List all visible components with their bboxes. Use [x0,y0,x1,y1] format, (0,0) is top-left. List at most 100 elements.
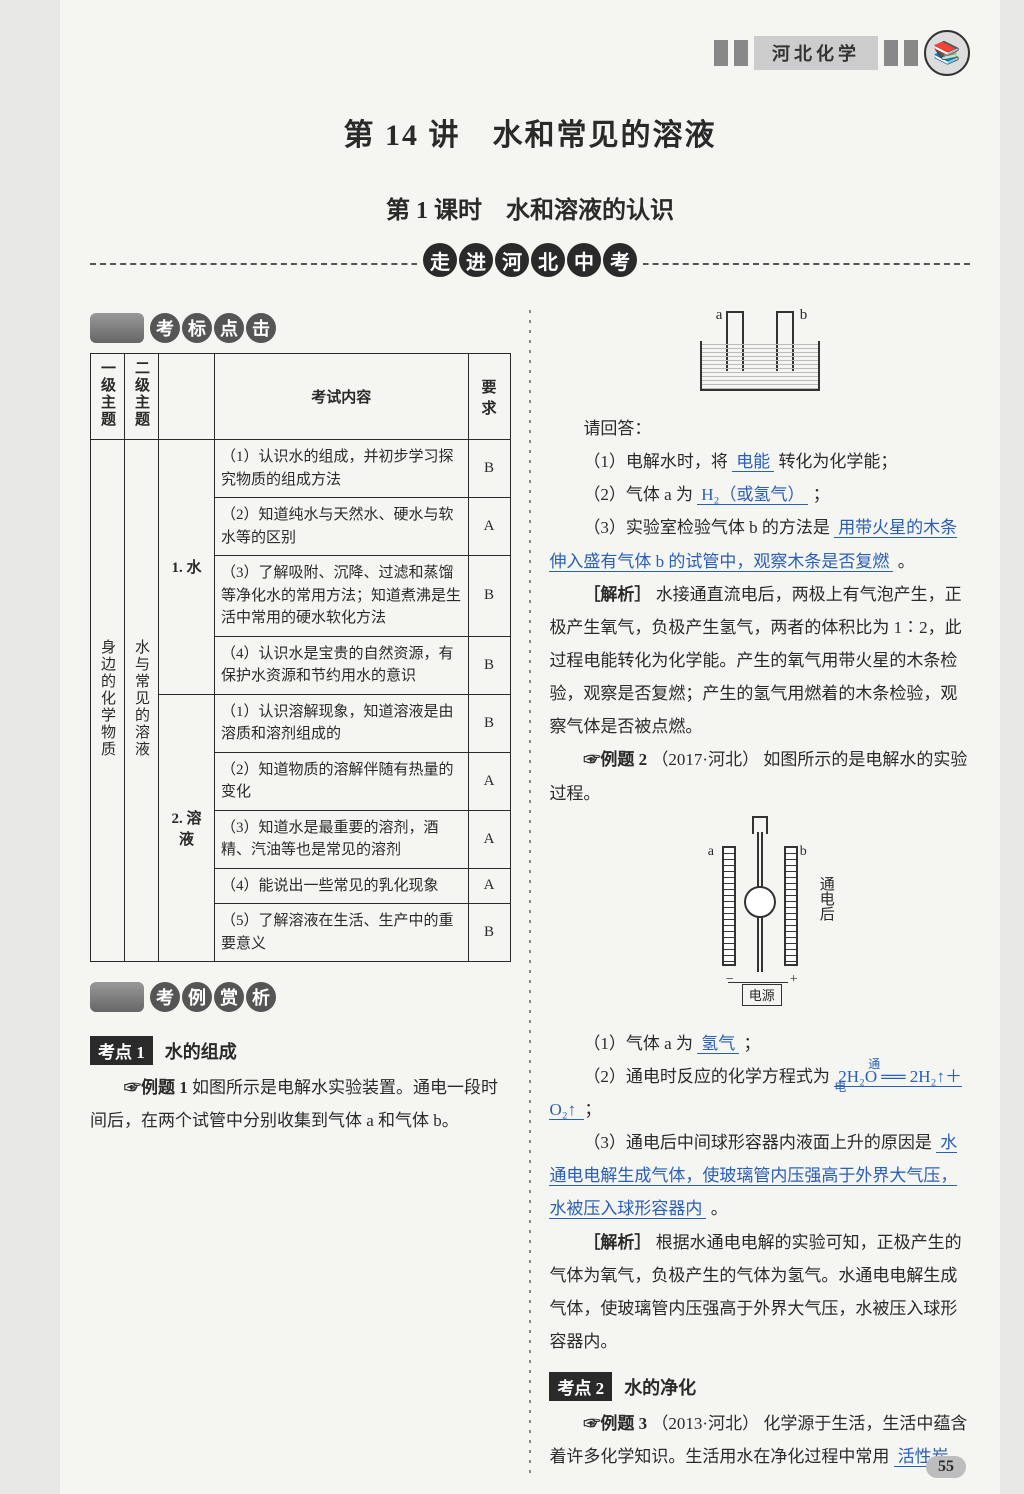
kaodian-tag: 考点 2 [549,1372,612,1401]
graduation-right [786,850,796,962]
q2: （2）通电时反应的化学方程式为 2H₂O 通电 ══ 2H₂↑＋O₂↑ ； [549,1060,970,1126]
th-req: 要求 [468,354,510,440]
example2-questions: （1）气体 a 为 氢气 ； （2）通电时反应的化学方程式为 2H₂O 通电 ═… [549,1027,970,1358]
example-label: ☞例题 2 [583,750,647,769]
minus-sign: − [726,972,734,988]
cell-req: B [468,440,510,498]
th-lv1: 一级主题 [91,354,125,440]
banner-char: 进 [459,243,493,277]
banner: 走 进 河 北 中 考 [90,243,970,283]
cell-content: （2）知道物质的溶解伴随有热量的变化 [215,752,469,810]
q1: （1）气体 a 为 氢气 ； [549,1027,970,1060]
band-decor [714,40,728,66]
band-decor [884,40,898,66]
banner-pill: 走 进 河 北 中 考 [417,243,643,277]
cell-req: A [468,752,510,810]
section-head-kaobiao: 考 标 点 击 [90,313,511,343]
example3-stem: ☞例题 3 （2013·河北） 化学源于生活，生活中蕴含着许多化学知识。生活用水… [549,1407,970,1473]
fig1-label-b: b [800,307,808,324]
q-lead: 请回答： [549,412,970,445]
plus-sign: + [790,972,798,988]
cell-req: A [468,810,510,868]
cell-content: （2）知道纯水与天然水、硬水与软水等的区别 [215,498,469,556]
cell-req: B [468,904,510,962]
banner-char: 走 [423,243,457,277]
q2: （2）气体 a 为 H₂（或氢气） ； [549,478,970,511]
left-column: 考 标 点 击 一级主题 二级主题 考试内容 要求 身边的化学物质 水与常见的溶… [90,305,511,1473]
answer: H₂（或氢气） [697,485,808,505]
example-source: （2017·河北） [651,750,759,769]
example3: ☞例题 3 （2013·河北） 化学源于生活，生活中蕴含着许多化学知识。生活用水… [549,1407,970,1473]
sh-char: 考 [150,313,180,343]
page-number: 55 [926,1456,966,1478]
cell-req: A [468,498,510,556]
band-decor [904,40,918,66]
graduation-left [724,850,734,962]
band-decor [734,40,748,66]
cell-req: B [468,636,510,694]
fig2-label-b: b [800,844,807,860]
cell-lv1: 身边的化学物质 [91,440,125,962]
cell-content: （1）认识水的组成，并初步学习探究物质的组成方法 [215,440,469,498]
page: 河北化学 📚 第 14 讲 水和常见的溶液 第 1 课时 水和溶液的认识 走 进… [60,0,1000,1494]
sh-char: 点 [214,313,244,343]
analysis-1: ［解析］ 水接通直流电后，两极上有气泡产生，正极产生氧气，负极产生氢气，两者的体… [549,578,970,744]
water-tank [700,341,820,391]
kaodian-title: 水的净化 [624,1374,696,1400]
banner-char: 中 [567,243,601,277]
answer: 氢气 [697,1034,739,1054]
analysis-text: 水接通直流电后，两极上有气泡产生，正极产生氧气，负极产生氢气，两者的体积比为 1… [549,585,961,737]
q1: （1）电解水时，将 电能 转化为化学能； [549,445,970,478]
banner-char: 北 [531,243,565,277]
cell-content: （4）能说出一些常见的乳化现象 [215,868,469,904]
chapter-title: 第 14 讲 水和常见的溶液 [90,110,970,154]
sh-char: 考 [150,982,180,1012]
analysis-2: ［解析］ 根据水通电电解的实验可知，正极产生的气体为氧气，负极产生的气体为氢气。… [549,1226,970,1359]
table-row: 身边的化学物质 水与常见的溶液 1. 水 （1）认识水的组成，并初步学习探究物质… [91,440,511,498]
electrolysis-diagram-1: a b [680,311,840,401]
table-header-row: 一级主题 二级主题 考试内容 要求 [91,354,511,440]
example-label: ☞例题 3 [583,1414,647,1433]
banner-char: 考 [603,243,637,277]
figure-2: a b 通电后 − + 电源 [549,816,970,1021]
cell-sub: 1. 水 [159,440,215,695]
section-head-kaoli: 考 例 赏 析 [90,982,511,1012]
sh-char: 析 [246,982,276,1012]
th-lv2: 二级主题 [125,354,159,440]
fig1-label-a: a [716,307,723,324]
analysis-label: ［解析］ [583,585,651,604]
figure-1: a b [549,311,970,406]
example-source: （2013·河北） [651,1414,759,1433]
cell-req: A [468,868,510,904]
column-divider [529,305,532,1473]
example2-stem: ☞例题 2 （2017·河北） 如图所示的是电解水的实验过程。 [549,743,970,809]
cell-content: （3）了解吸附、沉降、过滤和蒸馏等净化水的常用方法；知道煮沸是生活中常用的硬水软… [215,556,469,637]
columns: 考 标 点 击 一级主题 二级主题 考试内容 要求 身边的化学物质 水与常见的溶… [90,305,970,1473]
th-sub [159,354,215,440]
fig2-side: 通电后 [816,876,837,921]
book-icon: 📚 [924,30,970,76]
q3: （3）实验室检验气体 b 的方法是 用带火星的木条伸入盛有气体 b 的试管中，观… [549,511,970,577]
cell-req: B [468,556,510,637]
banner-char: 河 [495,243,529,277]
cell-sub: 2. 溶液 [159,694,215,962]
sh-char: 例 [182,982,212,1012]
cell-req: B [468,694,510,752]
example1-questions: 请回答： （1）电解水时，将 电能 转化为化学能； （2）气体 a 为 H₂（或… [549,412,970,810]
header-band: 河北化学 📚 [714,30,970,76]
sh-char: 击 [246,313,276,343]
example1-stem: ☞例题 1 如图所示是电解水实验装置。通电一段时间后，在两个试管中分别收集到气体… [90,1071,511,1137]
kaodian-tag: 考点 1 [90,1036,153,1065]
power-source: 电源 [742,984,782,1006]
fig2-label-a: a [708,844,714,860]
cell-content: （5）了解溶液在生活、生产中的重要意义 [215,904,469,962]
kaodian1: 考点 1 水的组成 [90,1022,511,1065]
answer: 电能 [732,452,774,472]
cell-content: （1）认识溶解现象，知道溶液是由溶质和溶剂组成的 [215,694,469,752]
q3: （3）通电后中间球形容器内液面上升的原因是 水通电电解生成气体，使玻璃管内压强高… [549,1126,970,1225]
right-column: a b 请回答： （1）电解水时，将 电能 转化为化学能； （2）气体 a 为 … [549,305,970,1473]
example-label: ☞例题 1 [124,1078,188,1097]
cell-lv2: 水与常见的溶液 [125,440,159,962]
magnifier-icon [90,313,144,343]
cell-content: （3）知道水是最重要的溶剂，酒精、汽油等也是常见的溶剂 [215,810,469,868]
